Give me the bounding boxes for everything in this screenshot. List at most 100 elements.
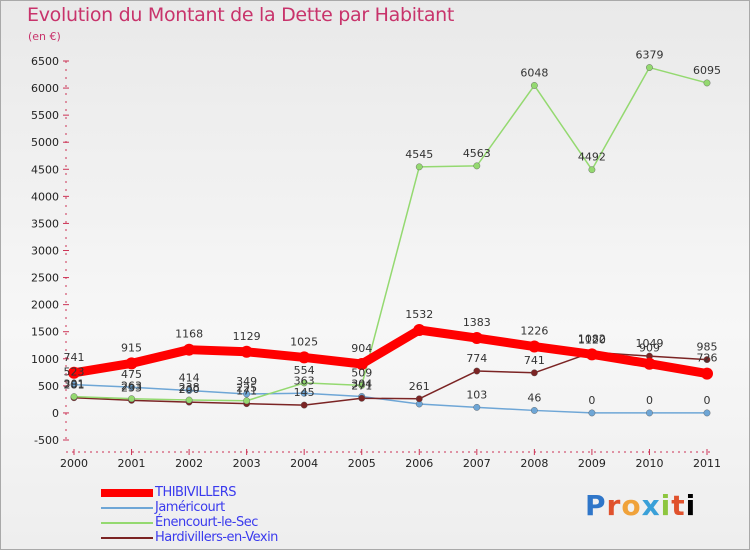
y-tick-label: 3000 [31,245,59,258]
logo-letter: o [621,489,642,522]
logo-letter: t [671,489,686,522]
data-label-0: 1025 [290,335,318,348]
data-label-2: 225 [236,382,257,395]
data-label-3: 271 [351,379,372,392]
data-point-1 [530,407,538,414]
data-label-1: 0 [704,394,711,407]
data-label-1: 0 [588,394,595,407]
data-label-1: 0 [646,394,653,407]
series-line-2 [73,66,708,402]
data-label-2: 263 [121,380,142,393]
y-tick-label: -500 [34,434,59,447]
data-label-1: 363 [294,374,315,387]
logo-letter: i [660,489,672,522]
data-point-2 [300,379,308,387]
x-tick-label: 2011 [693,457,721,470]
data-point-1 [473,403,481,411]
data-point-0 [528,340,541,353]
data-point-0 [701,367,713,380]
logo-letter: P [585,489,607,522]
data-point-1 [128,383,135,391]
data-label-0: 904 [351,342,372,355]
data-point-2 [185,396,193,404]
data-label-2: 554 [294,364,315,377]
data-label-3: 171 [236,385,257,398]
data-label-0: 1532 [405,308,433,321]
data-point-3 [703,356,711,363]
x-tick-label: 2004 [290,457,318,470]
series-line-1 [73,383,707,414]
data-point-1 [70,381,78,389]
x-tick-label: 2002 [175,457,203,470]
data-point-0 [585,348,598,361]
chart-title: Evolution du Montant de la Dette par Hab… [27,4,455,26]
series-line-0 [73,325,708,379]
data-label-0: 909 [639,342,660,355]
data-label-3: 200 [179,383,200,396]
legend-label-hardivillers: Hardivillers-en-Vexin [155,530,278,545]
legend-swatch-thibivillers [101,489,153,497]
data-label-1: 523 [64,366,85,379]
data-point-2 [70,393,78,401]
y-tick-label: 6000 [31,82,59,95]
data-label-2: 6048 [520,66,548,79]
data-point-3 [473,367,481,375]
data-point-1 [300,389,308,397]
data-label-2: 238 [179,381,200,394]
x-tick-label: 2000 [60,457,88,470]
y-tick-label: 1500 [31,326,59,339]
data-point-2 [703,79,711,87]
data-point-0 [240,345,253,358]
data-point-2 [358,381,366,389]
data-label-2: 4563 [463,147,491,160]
data-label-0: 1226 [520,325,548,338]
data-label-3: 985 [697,341,718,354]
data-label-3: 261 [409,380,430,393]
legend-swatch-hardivillers [101,537,153,539]
data-point-0 [298,351,311,364]
data-point-3 [415,395,423,403]
data-point-2 [415,163,423,171]
data-point-3 [530,369,538,377]
data-label-0: 1168 [175,328,203,341]
x-tick-label: 2001 [118,457,146,470]
logo-letter: r [606,489,622,522]
x-tick-label: 2010 [635,457,663,470]
data-label-0: 1082 [578,332,606,345]
data-point-0 [183,343,196,356]
data-label-1: 304 [351,377,372,390]
data-label-2: 6095 [693,64,721,77]
chart-subtitle: (en €) [28,30,61,43]
data-label-2: 509 [351,366,372,379]
data-point-2 [243,397,251,405]
data-label-3: 145 [294,386,315,399]
data-label-0: 915 [121,341,142,354]
data-point-2 [473,162,481,170]
y-tick-label: 0 [52,407,59,420]
x-tick-label: 2003 [233,457,261,470]
data-label-1: 103 [466,388,487,401]
data-label-2: 6379 [635,49,663,62]
y-tick-label: 2000 [31,299,59,312]
x-tick-label: 2007 [463,457,491,470]
data-point-1 [243,390,251,398]
data-point-3 [300,401,308,409]
data-label-1: 46 [527,391,541,404]
y-tick-label: 5000 [31,136,59,149]
y-tick-label: 2500 [31,272,59,285]
x-tick-label: 2005 [348,457,376,470]
data-label-3: 281 [64,379,85,392]
data-label-0: 1129 [233,330,261,343]
logo-letter: i [685,489,697,522]
data-label-3: 774 [466,352,487,365]
proxiti-logo: Proxiti [585,489,696,522]
y-tick-label: 1000 [31,353,59,366]
legend-label-enencourt: Énencourt-le-Sec [155,515,258,530]
legend-label-jamericourt: Jaméricourt [155,500,225,515]
data-point-2 [530,82,538,89]
data-label-0: 726 [697,352,718,365]
data-point-1 [646,409,653,417]
legend-swatch-jamericourt [101,507,153,509]
data-point-0 [643,357,656,370]
